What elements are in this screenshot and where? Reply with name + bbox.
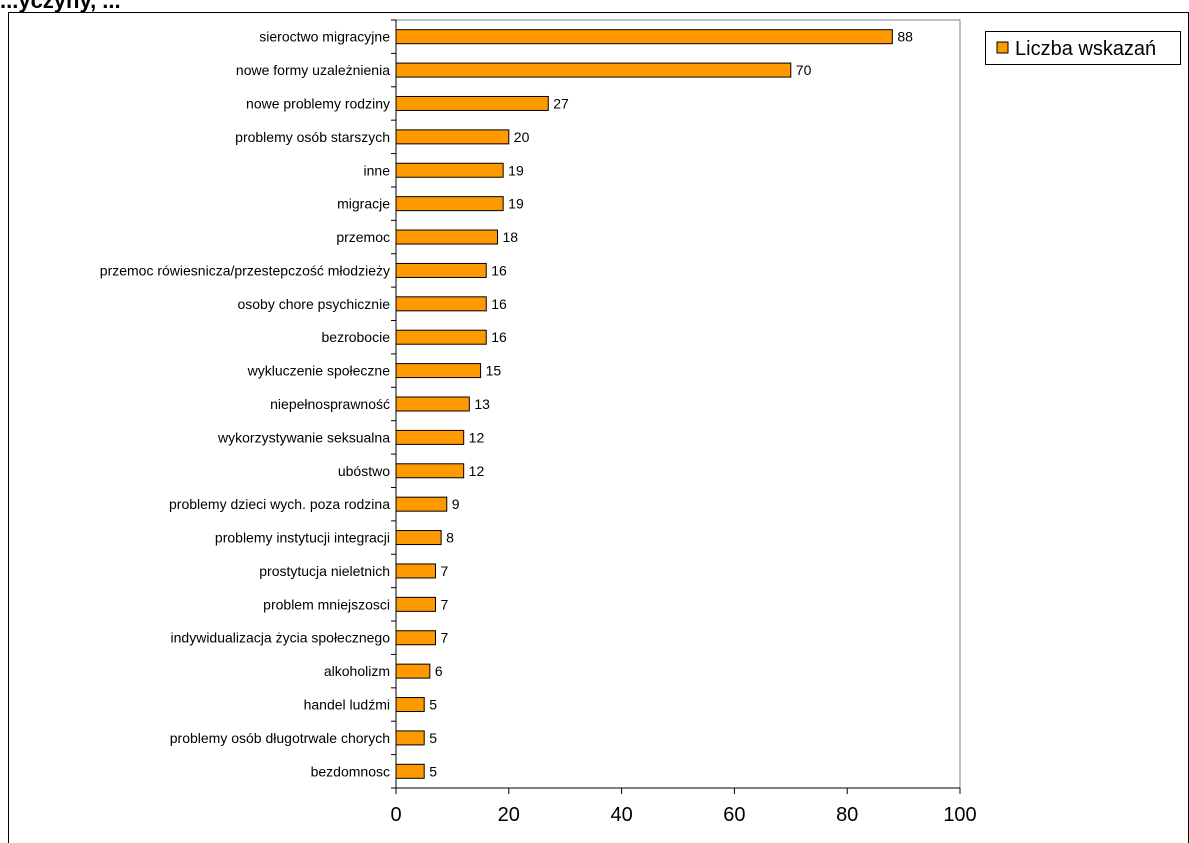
category-label-3: problemy osób starszych bbox=[235, 129, 390, 145]
category-label-9: bezrobocie bbox=[322, 329, 391, 345]
bar-15 bbox=[395, 530, 442, 546]
bar-5 bbox=[395, 196, 504, 212]
category-label-17: problem mniejszosci bbox=[263, 596, 390, 612]
axes-layer: sieroctwo migracyjne nowe formy uzależnie… bbox=[100, 19, 977, 826]
data-label-15: 8 bbox=[446, 530, 454, 546]
data-label-11: 13 bbox=[474, 396, 490, 412]
data-label-1: 70 bbox=[796, 62, 812, 78]
category-label-6: przemoc bbox=[336, 229, 390, 245]
bar-0 bbox=[395, 29, 893, 45]
bar-7 bbox=[395, 262, 487, 278]
bar-18 bbox=[395, 630, 436, 646]
data-label-16: 7 bbox=[440, 563, 448, 579]
bar-8 bbox=[395, 296, 487, 312]
page-heading: ...yczyny, ... bbox=[0, 0, 121, 13]
category-label-8: osoby chore psychicznie bbox=[237, 296, 390, 312]
bar-20 bbox=[395, 697, 425, 713]
category-label-15: problemy instytucji integracji bbox=[215, 530, 390, 546]
data-label-6: 18 bbox=[503, 229, 519, 245]
bar-21 bbox=[395, 730, 425, 746]
bar-22 bbox=[395, 763, 425, 779]
data-label-5: 19 bbox=[508, 196, 524, 212]
bar-6 bbox=[395, 229, 499, 245]
category-label-2: nowe problemy rodziny bbox=[246, 95, 390, 111]
bar-14 bbox=[395, 496, 448, 512]
bar-3 bbox=[395, 129, 510, 145]
x-tick-label-1: 20 bbox=[498, 804, 520, 826]
data-label-20: 5 bbox=[429, 697, 437, 713]
data-label-19: 6 bbox=[435, 663, 443, 679]
bar-2 bbox=[395, 95, 549, 111]
category-label-16: prostytucja nieletnich bbox=[259, 563, 390, 579]
bar-17 bbox=[395, 596, 436, 612]
x-tick-label-5: 100 bbox=[943, 804, 976, 826]
data-label-0: 88 bbox=[897, 29, 913, 45]
category-label-10: wykluczenie społeczne bbox=[247, 363, 391, 379]
category-label-14: problemy dzieci wych. poza rodzina bbox=[169, 496, 390, 512]
bar-11 bbox=[395, 396, 470, 412]
category-label-19: alkoholizm bbox=[324, 663, 390, 679]
bar-9 bbox=[395, 329, 487, 345]
data-label-8: 16 bbox=[491, 296, 507, 312]
data-label-12: 12 bbox=[469, 429, 485, 445]
bar-13 bbox=[395, 463, 465, 479]
bar-4 bbox=[395, 162, 504, 178]
data-label-18: 7 bbox=[440, 630, 448, 646]
data-label-4: 19 bbox=[508, 162, 524, 178]
x-tick-label-0: 0 bbox=[390, 804, 401, 826]
data-label-17: 7 bbox=[440, 596, 448, 612]
category-label-1: nowe formy uzależnienia bbox=[236, 62, 390, 78]
data-label-9: 16 bbox=[491, 329, 507, 345]
data-label-13: 12 bbox=[469, 463, 485, 479]
category-label-18: indywidualizacja życia społecznego bbox=[171, 630, 391, 646]
category-label-20: handel ludźmi bbox=[304, 697, 390, 713]
data-label-7: 16 bbox=[491, 262, 507, 278]
category-label-11: niepełnosprawność bbox=[270, 396, 390, 412]
bar-12 bbox=[395, 429, 465, 445]
category-label-5: migracje bbox=[337, 196, 390, 212]
bar-10 bbox=[395, 363, 482, 379]
legend-label: Liczba wskazań bbox=[1015, 38, 1156, 60]
category-label-21: problemy osób długotrwale chorych bbox=[170, 730, 390, 746]
x-tick-label-4: 80 bbox=[836, 804, 858, 826]
category-label-22: bezdomnosc bbox=[311, 763, 390, 779]
category-label-12: wykorzystywanie seksualna bbox=[217, 429, 390, 445]
legend-swatch bbox=[996, 41, 1009, 54]
plot-area bbox=[395, 19, 961, 789]
category-label-7: przemoc rówiesnicza/przestepczość młodzi… bbox=[100, 262, 390, 278]
x-tick-label-2: 40 bbox=[610, 804, 632, 826]
data-label-14: 9 bbox=[452, 496, 460, 512]
data-label-21: 5 bbox=[429, 730, 437, 746]
data-label-2: 27 bbox=[553, 95, 569, 111]
data-label-10: 15 bbox=[486, 363, 502, 379]
category-label-0: sieroctwo migracyjne bbox=[259, 29, 390, 45]
chart-legend: Liczba wskazań bbox=[985, 31, 1181, 65]
data-label-22: 5 bbox=[429, 763, 437, 779]
legend-box bbox=[985, 31, 1181, 65]
category-label-4: inne bbox=[364, 162, 391, 178]
bar-1 bbox=[395, 62, 792, 78]
bar-19 bbox=[395, 663, 431, 679]
data-label-3: 20 bbox=[514, 129, 530, 145]
bar-16 bbox=[395, 563, 436, 579]
category-label-13: ubóstwo bbox=[338, 463, 390, 479]
x-tick-label-3: 60 bbox=[723, 804, 745, 826]
